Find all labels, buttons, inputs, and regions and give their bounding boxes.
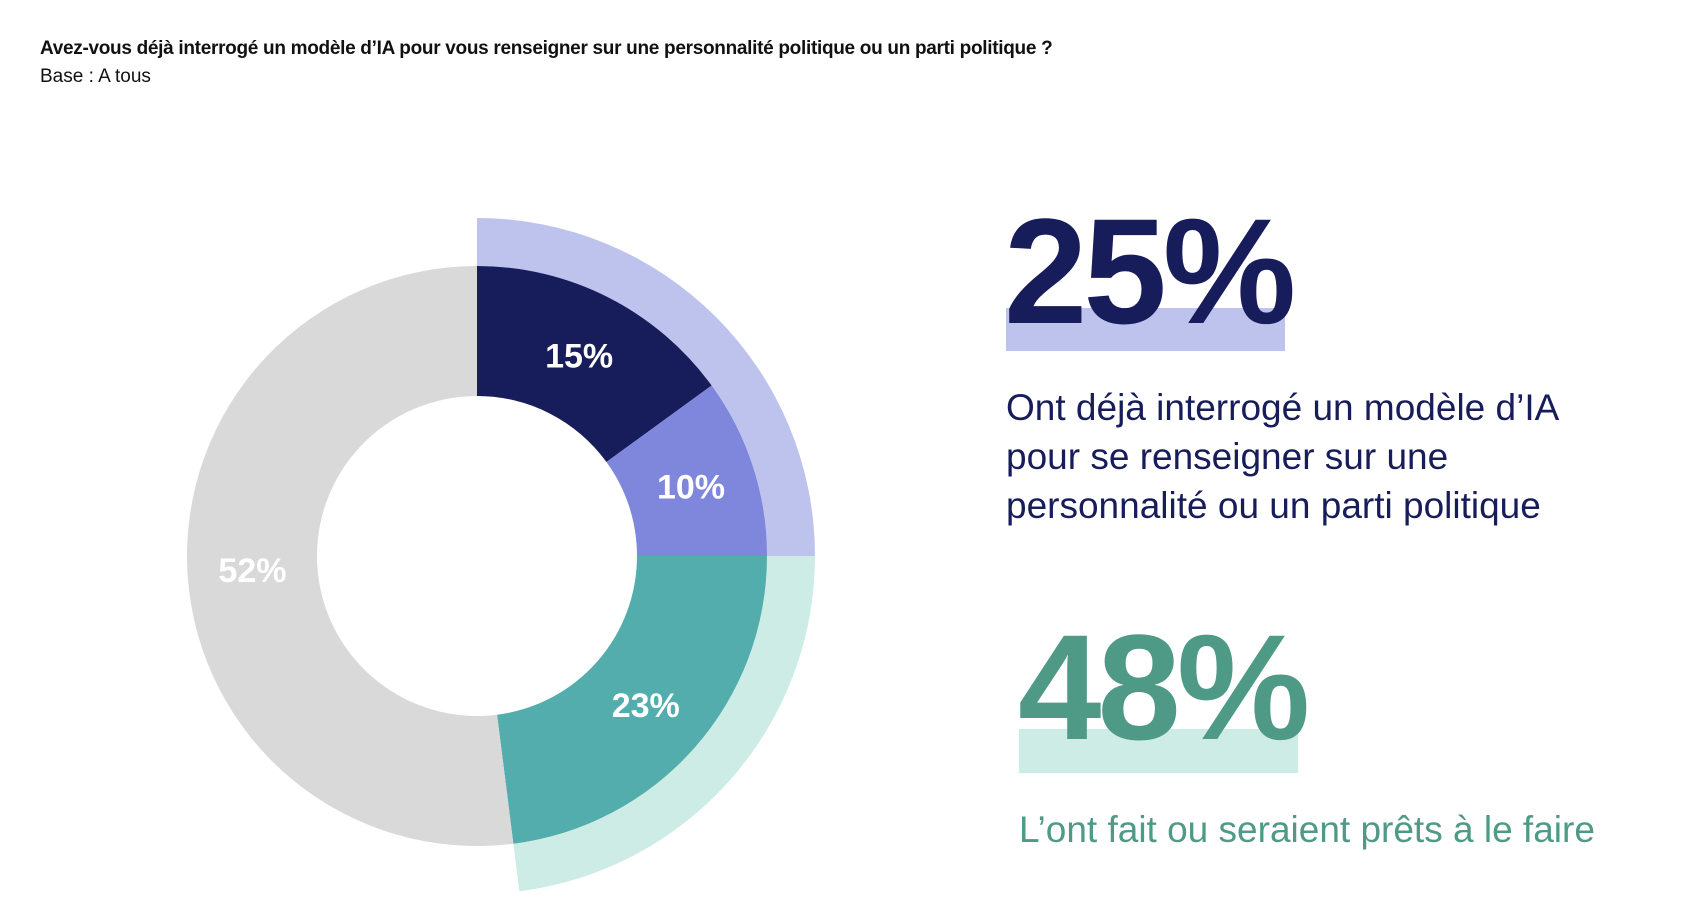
- highlight-value-48: 48%: [1018, 603, 1310, 771]
- slice-label-15: 15%: [545, 338, 613, 376]
- chart-title: Avez-vous déjà interrogé un modèle d’IA …: [40, 38, 1053, 59]
- slice-10: [606, 385, 767, 556]
- highlight-text-25: Ont déjà interrogé un modèle d’IA pour s…: [1006, 387, 1558, 526]
- highlight-bar-25: [1006, 308, 1285, 351]
- highlight-bar-48: [1019, 729, 1298, 773]
- highlight-value-25: 25%: [1004, 187, 1296, 355]
- outer-band-1: [512, 556, 815, 892]
- slice-15: [477, 266, 712, 462]
- highlight-text-48: L’ont fait ou seraient prêts à le faire: [1019, 809, 1595, 850]
- slice-label-23: 23%: [612, 687, 680, 725]
- slice-23: [497, 556, 767, 844]
- chart-base: Base : A tous: [40, 66, 151, 87]
- slice-label-52: 52%: [218, 552, 286, 590]
- outer-band-0: [477, 218, 815, 556]
- slice-label-10: 10%: [657, 468, 725, 506]
- slice-52: [187, 266, 514, 846]
